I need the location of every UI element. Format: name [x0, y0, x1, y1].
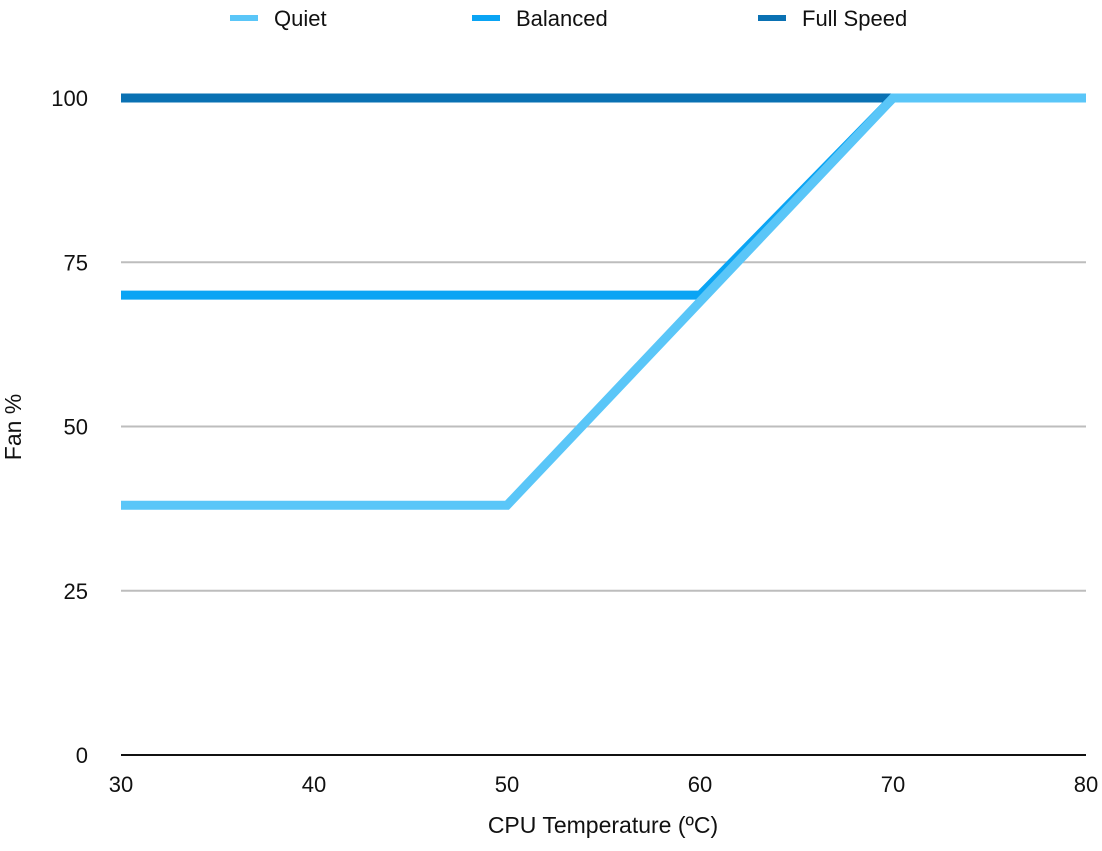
series-lines: [121, 93, 1086, 510]
y-axis-label: Fan %: [0, 394, 26, 460]
gridlines: [121, 97, 1086, 592]
x-tick-label: 60: [688, 772, 712, 797]
y-tick-label: 75: [64, 250, 88, 275]
legend-label: Quiet: [274, 6, 327, 31]
axes: 0 25 50 75 100 30 40 50 60 70 80: [51, 86, 1098, 797]
series-line-balanced: [121, 93, 1086, 300]
y-tick-label: 50: [64, 415, 88, 440]
legend-label: Balanced: [516, 6, 608, 31]
x-tick-label: 30: [109, 772, 133, 797]
y-tick-label: 0: [76, 743, 88, 768]
series-line-quiet: [121, 93, 1086, 510]
x-tick-label: 50: [495, 772, 519, 797]
legend-label: Full Speed: [802, 6, 907, 31]
x-tick-label: 80: [1074, 772, 1098, 797]
y-tick-label: 100: [51, 86, 88, 111]
x-tick-label: 40: [302, 772, 326, 797]
y-tick-label: 25: [64, 579, 88, 604]
legend: Quiet Balanced Full Speed: [230, 6, 907, 31]
x-tick-label: 70: [881, 772, 905, 797]
x-axis-label: CPU Temperature (ºC): [488, 812, 718, 838]
